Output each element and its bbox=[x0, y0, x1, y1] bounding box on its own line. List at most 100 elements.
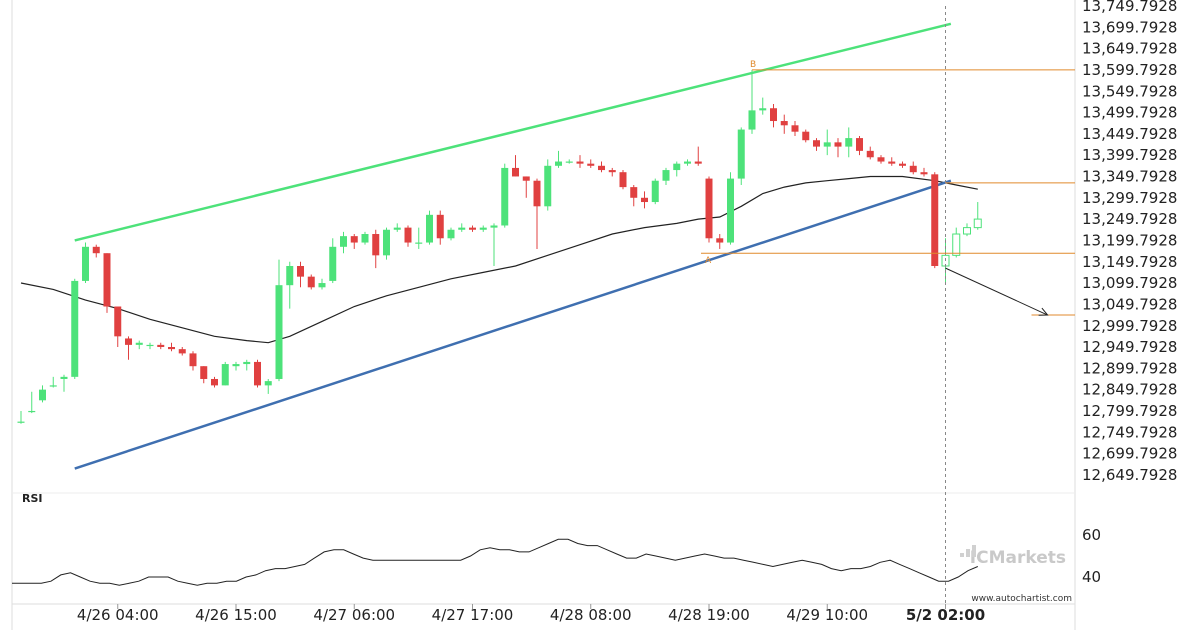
candles bbox=[17, 69, 982, 424]
candle-body bbox=[211, 378, 218, 386]
candle-body bbox=[135, 342, 143, 345]
candle-body bbox=[426, 214, 433, 243]
watermark-logo-bar bbox=[972, 545, 976, 557]
y-tick-label: 13,699.7928 bbox=[1082, 18, 1177, 36]
candle-body bbox=[780, 121, 788, 126]
y-tick-label: 13,449.7928 bbox=[1082, 125, 1177, 143]
candle-body bbox=[802, 131, 810, 141]
candle-body bbox=[544, 165, 552, 207]
candle-body bbox=[157, 344, 165, 348]
candle-body bbox=[877, 157, 885, 162]
y-tick-label: 12,999.7928 bbox=[1082, 317, 1177, 335]
y-tick-label: 12,649.7928 bbox=[1082, 466, 1177, 484]
candle-body bbox=[125, 338, 132, 345]
candle-body bbox=[372, 234, 380, 256]
candle-body bbox=[39, 389, 46, 401]
candle-body bbox=[297, 265, 304, 277]
rsi-panel: RSI 60 40 bbox=[12, 492, 1101, 586]
x-axis-ticks: 4/26 04:00 4/26 15:00 4/27 06:00 4/27 17:00… bbox=[77, 604, 985, 624]
candle-body bbox=[329, 246, 337, 281]
candle-body bbox=[845, 138, 853, 147]
y-tick-label: 13,049.7928 bbox=[1082, 295, 1177, 313]
candle-body bbox=[533, 180, 541, 207]
candle-body bbox=[512, 167, 519, 177]
rsi-tick-label: 40 bbox=[1082, 568, 1101, 586]
y-tick-label: 12,799.7928 bbox=[1082, 402, 1177, 420]
candle-body bbox=[866, 150, 874, 158]
y-tick-label: 13,599.7928 bbox=[1082, 61, 1177, 79]
candle-body bbox=[973, 218, 982, 229]
x-tick-label: 4/28 08:00 bbox=[550, 606, 632, 624]
y-tick-label: 12,899.7928 bbox=[1082, 359, 1177, 377]
point-a-label: A bbox=[705, 256, 712, 266]
candle-body bbox=[920, 172, 928, 175]
candle-body bbox=[931, 174, 939, 266]
rsi-tick-label: 60 bbox=[1082, 526, 1101, 544]
candle-body bbox=[254, 361, 261, 386]
candle-body bbox=[469, 227, 476, 230]
candle-body bbox=[221, 364, 229, 386]
y-axis-ticks: 13,749.7928 13,699.7928 13,649.7928 13,599.… bbox=[1082, 0, 1177, 484]
candle-body bbox=[598, 165, 605, 171]
moving-average-line bbox=[20, 175, 978, 344]
y-tick-label: 13,199.7928 bbox=[1082, 232, 1177, 250]
candle-body bbox=[834, 142, 842, 147]
candle-body bbox=[522, 176, 530, 181]
candle-body bbox=[555, 161, 562, 166]
x-tick-label: 5/2 02:00 bbox=[906, 606, 985, 624]
candle-body bbox=[340, 236, 347, 247]
candle-body bbox=[447, 229, 455, 239]
lower-channel-line bbox=[74, 179, 952, 470]
point-b-label: B bbox=[750, 60, 756, 70]
candle-body bbox=[189, 353, 197, 367]
y-tick-label: 13,249.7928 bbox=[1082, 210, 1177, 228]
candle-body bbox=[823, 142, 831, 147]
candle-body bbox=[888, 161, 896, 164]
candle-body bbox=[673, 163, 681, 171]
candle-body bbox=[114, 306, 122, 337]
candle-body bbox=[393, 227, 401, 230]
candle-body bbox=[436, 214, 444, 239]
y-tick-label: 12,749.7928 bbox=[1082, 423, 1177, 441]
x-tick-label: 4/29 10:00 bbox=[786, 606, 868, 624]
y-tick-label: 13,149.7928 bbox=[1082, 253, 1177, 271]
candle-body bbox=[856, 138, 863, 151]
y-tick-label: 13,399.7928 bbox=[1082, 146, 1177, 164]
candle-body bbox=[275, 285, 283, 379]
candle-body bbox=[662, 170, 670, 181]
candle-body bbox=[286, 265, 294, 286]
candle-body bbox=[178, 349, 186, 354]
candle-body bbox=[490, 225, 498, 228]
x-tick-label: 4/28 19:00 bbox=[668, 606, 750, 624]
candle-body bbox=[415, 242, 423, 244]
candle-body bbox=[307, 276, 315, 288]
y-tick-label: 12,849.7928 bbox=[1082, 381, 1177, 399]
y-tick-label: 13,549.7928 bbox=[1082, 82, 1177, 100]
candle-body bbox=[103, 253, 111, 307]
candle-body bbox=[641, 197, 648, 203]
candle-body bbox=[770, 108, 777, 122]
candle-body bbox=[651, 180, 659, 203]
candle-body bbox=[501, 167, 509, 226]
candle-body bbox=[630, 187, 638, 198]
x-tick-label: 4/27 17:00 bbox=[432, 606, 514, 624]
candle-body bbox=[243, 361, 251, 365]
x-tick-label: 4/27 06:00 bbox=[313, 606, 395, 624]
candle-body bbox=[361, 234, 369, 243]
forecast-arrow-line bbox=[945, 267, 1048, 316]
y-tick-label: 12,699.7928 bbox=[1082, 445, 1177, 463]
y-tick-label: 13,099.7928 bbox=[1082, 274, 1177, 292]
candle-body bbox=[49, 385, 57, 387]
candle-body bbox=[963, 227, 971, 235]
candle-body bbox=[92, 246, 100, 254]
candle-body bbox=[952, 233, 961, 256]
candle-body bbox=[479, 227, 487, 230]
y-tick-label: 13,749.7928 bbox=[1082, 0, 1177, 15]
rsi-line bbox=[12, 538, 978, 586]
candle-body bbox=[383, 229, 390, 256]
candle-body bbox=[608, 170, 616, 173]
candle-body bbox=[168, 347, 175, 350]
candle-body bbox=[684, 161, 691, 164]
chart-frame bbox=[11, 0, 1076, 630]
